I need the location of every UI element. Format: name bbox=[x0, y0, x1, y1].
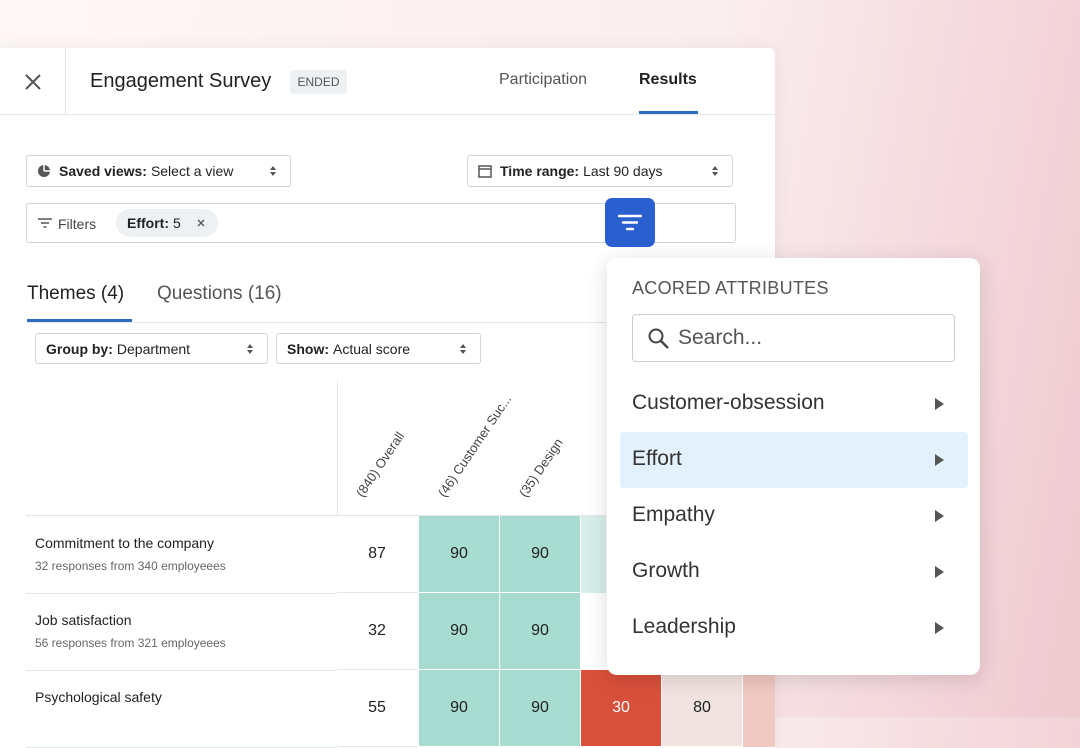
value: Select a view bbox=[150, 163, 234, 179]
row-divider bbox=[26, 670, 337, 671]
tab-underline bbox=[639, 111, 698, 114]
close-icon[interactable] bbox=[24, 73, 42, 91]
row-name: Job satisfaction bbox=[35, 612, 132, 628]
cell: 90 bbox=[419, 593, 500, 670]
label: Group by: bbox=[46, 340, 113, 357]
label: Time range: bbox=[500, 163, 580, 179]
cell: 90 bbox=[500, 670, 581, 747]
chip-label: Effort: bbox=[127, 215, 169, 231]
cell: 90 bbox=[500, 593, 581, 670]
menu-item[interactable]: Leadership bbox=[632, 615, 736, 638]
cell: 90 bbox=[500, 516, 581, 593]
subtab-underline bbox=[27, 319, 132, 322]
cell-bg bbox=[581, 516, 606, 593]
chip-value: 5 bbox=[173, 215, 181, 231]
cell: 30 bbox=[581, 670, 662, 747]
tab[interactable]: Results bbox=[639, 71, 697, 88]
divider bbox=[26, 322, 606, 323]
show-select[interactable]: Show: Actual score bbox=[276, 333, 481, 364]
filter-button[interactable] bbox=[605, 198, 655, 247]
value: Actual score bbox=[333, 340, 411, 357]
menu-item[interactable]: Growth bbox=[632, 559, 700, 582]
filters-label: Filters bbox=[58, 216, 97, 232]
value: Department bbox=[116, 340, 191, 357]
arrow-icon bbox=[935, 622, 944, 634]
label: Show: bbox=[287, 340, 329, 357]
badge: ENDED bbox=[290, 70, 347, 94]
cell: 80 bbox=[662, 670, 743, 747]
divider bbox=[65, 48, 66, 115]
cell: 90 bbox=[419, 516, 500, 593]
row-name: Psychological safety bbox=[35, 689, 162, 705]
header-divider bbox=[26, 515, 606, 516]
subtab[interactable]: Questions (16) bbox=[157, 283, 282, 304]
popover-title: ACORED ATTRIBUTES bbox=[632, 278, 829, 298]
cell: 90 bbox=[419, 670, 500, 747]
tab[interactable]: Participation bbox=[499, 71, 588, 88]
cell: 87 bbox=[337, 516, 418, 593]
search-placeholder: Search... bbox=[678, 326, 763, 349]
cell: 55 bbox=[337, 670, 418, 747]
subtab[interactable]: Themes (4) bbox=[27, 283, 125, 304]
row-divider bbox=[26, 593, 337, 594]
time-range-select[interactable]: Time range: Last 90 days bbox=[467, 155, 733, 187]
divider bbox=[0, 114, 775, 115]
row-name: Commitment to the company bbox=[35, 535, 214, 551]
cell-bg bbox=[743, 670, 775, 747]
title: Engagement Survey bbox=[90, 70, 272, 92]
value: Last 90 days bbox=[583, 163, 663, 179]
arrow-icon bbox=[935, 398, 944, 410]
group-by-select[interactable]: Group by: Department bbox=[35, 333, 268, 364]
menu-item[interactable]: Effort bbox=[632, 447, 682, 470]
arrow-icon bbox=[935, 510, 944, 522]
search-box[interactable]: Search... bbox=[632, 314, 955, 362]
cell: 32 bbox=[337, 593, 418, 670]
row-subtitle: 56 responses from 321 employeees bbox=[35, 636, 226, 650]
row-subtitle: 32 responses from 340 employeees bbox=[35, 559, 226, 573]
label: Saved views: bbox=[59, 163, 147, 179]
menu-item[interactable]: Customer-obsession bbox=[632, 391, 825, 414]
arrow-icon bbox=[935, 454, 944, 466]
menu-item-highlight bbox=[620, 432, 968, 488]
arrow-icon bbox=[935, 566, 944, 578]
filter-chip[interactable]: Effort: 5 bbox=[116, 209, 218, 237]
saved-views-select[interactable]: Saved views: Select a view bbox=[26, 155, 291, 187]
menu-item[interactable]: Empathy bbox=[632, 503, 715, 526]
